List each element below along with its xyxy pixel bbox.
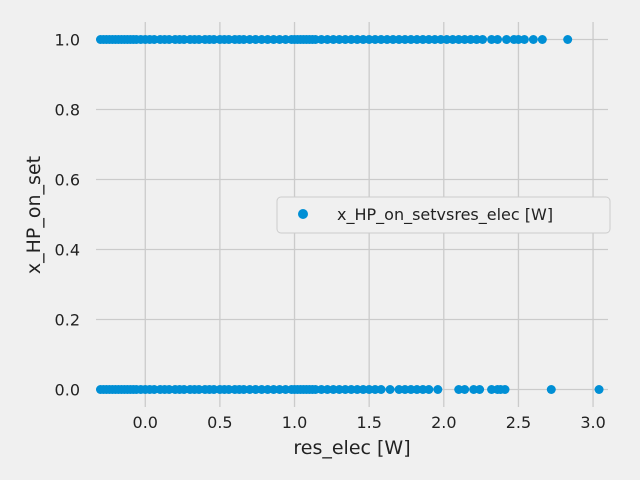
data-point <box>501 35 511 44</box>
x-tick-label: 1.0 <box>282 413 307 432</box>
data-point <box>563 35 573 44</box>
data-points <box>95 35 604 394</box>
y-tick-label: 0.2 <box>55 311 80 330</box>
legend-box <box>276 196 611 234</box>
data-point <box>385 385 395 394</box>
y-tick-label: 0.4 <box>55 241 80 260</box>
x-tick-label: 2.5 <box>506 413 531 432</box>
y-tick-labels: 0.0 0.2 0.4 0.6 0.8 1.0 <box>55 31 80 400</box>
legend-marker <box>298 209 308 219</box>
data-point <box>537 35 547 44</box>
legend: x_HP_on_setvsres_elec [W] <box>276 196 611 234</box>
data-point <box>519 35 529 44</box>
data-point <box>433 385 443 394</box>
data-point <box>424 385 434 394</box>
data-point <box>376 385 386 394</box>
data-point <box>478 35 488 44</box>
x-axis-label: res_elec [W] <box>293 437 410 459</box>
x-tick-label: 1.5 <box>356 413 381 432</box>
y-tick-label: 1.0 <box>55 31 80 50</box>
data-point <box>546 385 556 394</box>
data-point <box>500 385 510 394</box>
data-point <box>594 385 604 394</box>
y-axis-label: x_HP_on_set <box>23 156 45 274</box>
x-tick-labels: 0.0 0.5 1.0 1.5 2.0 2.5 3.0 <box>133 413 606 432</box>
x-tick-label: 2.0 <box>431 413 456 432</box>
legend-entry: x_HP_on_setvsres_elec [W] <box>337 205 553 225</box>
data-point <box>493 35 503 44</box>
y-tick-label: 0.8 <box>55 101 80 120</box>
data-point <box>460 385 470 394</box>
data-point <box>475 385 485 394</box>
y-tick-label: 0.6 <box>55 171 80 190</box>
y-tick-label: 0.0 <box>55 381 80 400</box>
data-point <box>528 35 538 44</box>
x-tick-label: 3.0 <box>580 413 605 432</box>
x-tick-label: 0.5 <box>207 413 232 432</box>
x-tick-label: 0.0 <box>133 413 158 432</box>
